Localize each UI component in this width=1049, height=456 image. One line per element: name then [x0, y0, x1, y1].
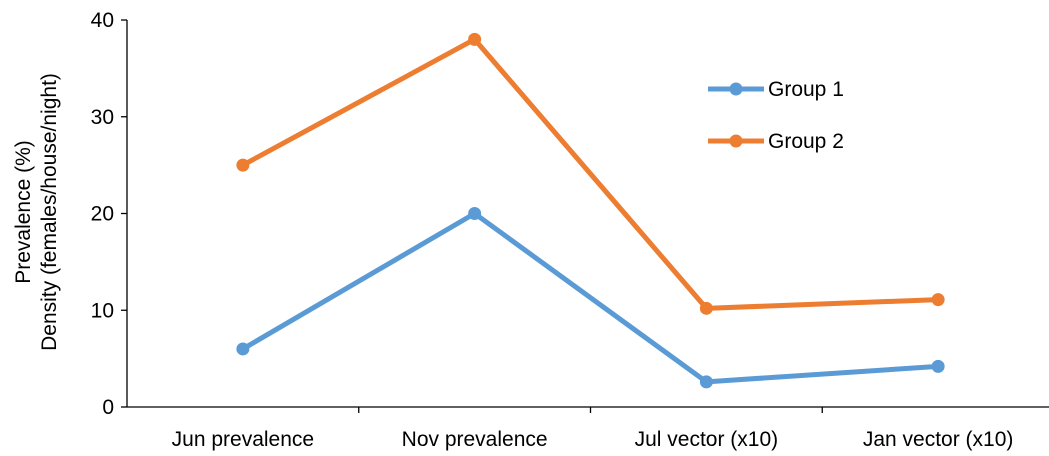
legend: Group 1 Group 2	[708, 78, 844, 153]
y-tick-label: 0	[102, 396, 114, 419]
y-tick-label: 40	[91, 9, 114, 32]
series-line	[240, 211, 941, 385]
data-point	[236, 158, 250, 172]
y-tick-label: 10	[91, 299, 114, 322]
legend-label: Group 2	[768, 130, 844, 153]
data-point	[468, 32, 482, 46]
y-axis: 0 10 20 30 40	[91, 9, 128, 419]
y-axis-label-density: Density (females/house/night)	[38, 73, 61, 351]
x-tick-label: Nov prevalence	[402, 428, 548, 451]
x-tick-label: Jun prevalence	[172, 428, 314, 451]
legend-swatch-marker	[729, 134, 743, 148]
data-point	[699, 301, 713, 315]
y-tick-label: 20	[91, 203, 114, 226]
data-point	[468, 207, 482, 220]
y-axis-label-prevalence: Prevalence (%)	[12, 140, 35, 284]
x-axis: Jun prevalence Nov prevalence Jul vector (…	[127, 406, 1049, 451]
series-group-1	[236, 207, 945, 389]
y-tick-label: 30	[91, 106, 114, 129]
legend-label: Group 1	[768, 78, 844, 101]
legend-item: Group 2	[708, 130, 844, 153]
legend-swatch-marker	[729, 82, 743, 96]
series-group-2	[236, 32, 945, 315]
data-point	[699, 375, 713, 389]
data-point	[931, 293, 945, 307]
legend-item: Group 1	[708, 78, 844, 101]
series-line	[240, 36, 941, 311]
series-layer	[236, 32, 945, 389]
data-point	[236, 342, 250, 356]
x-tick-label: Jan vector (x10)	[863, 428, 1014, 451]
x-tick-label: Jul vector (x10)	[635, 428, 779, 451]
data-point	[931, 359, 945, 373]
